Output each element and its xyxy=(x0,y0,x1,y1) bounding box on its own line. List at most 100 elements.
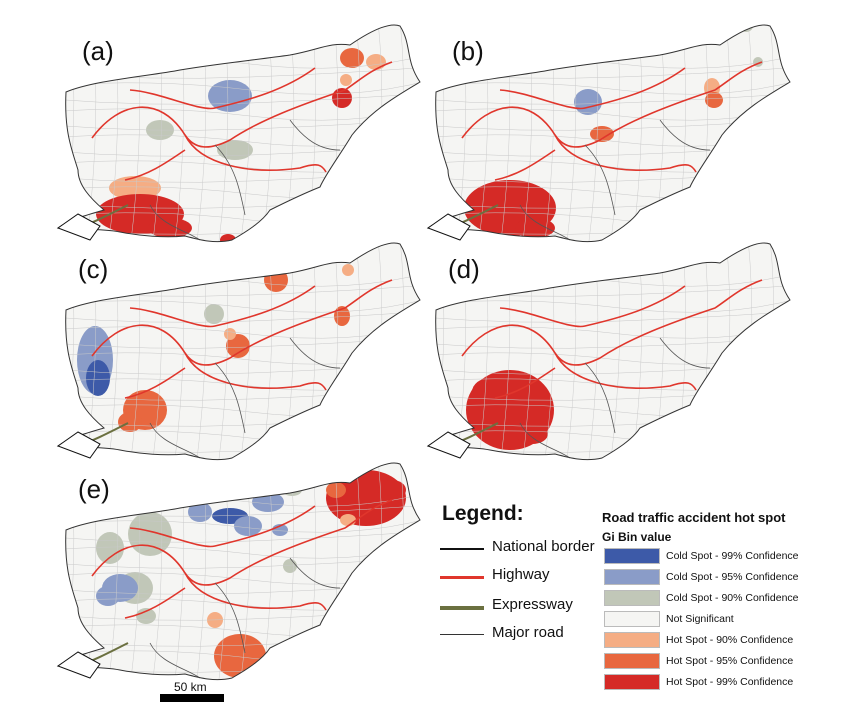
hotspot-area xyxy=(340,514,356,526)
legend-class-hot-99: Hot Spot - 99% Confidence xyxy=(604,674,844,692)
major-road-line xyxy=(659,119,711,151)
hot-95-label: Hot Spot - 95% Confidence xyxy=(666,655,794,667)
hotspot-area xyxy=(220,234,236,242)
highway-line xyxy=(124,149,186,181)
highway-line xyxy=(129,285,316,328)
hotspot-area xyxy=(340,48,364,68)
scale-bar-label: 50 km xyxy=(174,680,207,694)
major-road-line-icon xyxy=(440,634,484,635)
legend-major-road-label: Major road xyxy=(492,624,564,641)
hotspot-area xyxy=(472,378,508,406)
highway-line xyxy=(554,134,697,173)
cold-95-swatch xyxy=(604,569,660,585)
highway-line xyxy=(91,61,393,148)
highway-line xyxy=(129,505,316,548)
panel-label-e: (e) xyxy=(78,474,110,504)
hotspot-area xyxy=(516,424,548,444)
hotspot-area xyxy=(76,418,88,430)
highway-line xyxy=(554,352,697,391)
hot-99-swatch xyxy=(604,674,660,690)
legend-class-cold-90: Cold Spot - 90% Confidence xyxy=(604,590,844,608)
hotspot-area xyxy=(204,304,224,324)
not-significant-swatch xyxy=(604,611,660,627)
coastal-outline xyxy=(426,431,471,459)
hotspot-area xyxy=(326,482,346,498)
highway-line xyxy=(184,572,327,611)
cold-99-label: Cold Spot - 99% Confidence xyxy=(666,550,799,562)
coastal-outline xyxy=(426,213,471,241)
legend-class-hot-95: Hot Spot - 95% Confidence xyxy=(604,653,844,671)
highway-line xyxy=(91,279,393,366)
coastal-outline xyxy=(56,651,101,679)
highway-line xyxy=(499,67,686,110)
cold-90-swatch xyxy=(604,590,660,606)
highway-line xyxy=(494,367,556,399)
major-road-line xyxy=(519,204,571,241)
panel-label-b: (b) xyxy=(452,36,484,66)
legend-expressway: Expressway xyxy=(440,596,600,618)
hotspot-area xyxy=(234,516,262,536)
major-road-line xyxy=(214,582,246,654)
hot-99-label: Hot Spot - 99% Confidence xyxy=(666,676,794,688)
legend-national-border-label: National border xyxy=(492,538,595,555)
hotspot-area xyxy=(252,492,284,512)
cold-90-label: Cold Spot - 90% Confidence xyxy=(666,592,799,604)
panel-label-c: (c) xyxy=(78,254,109,284)
legend-class-not-significant: Not Significant xyxy=(604,611,844,629)
highway-line xyxy=(461,61,763,148)
highway-line xyxy=(124,587,186,619)
panel-label-d: (d) xyxy=(448,254,480,284)
hotspot-legend-subtitle: Gi Bin value xyxy=(602,530,672,544)
highway-line xyxy=(91,499,393,586)
hotspot-area xyxy=(378,480,406,500)
hotspot-area xyxy=(224,328,236,340)
major-road-line xyxy=(519,422,571,459)
scale-bar-rule xyxy=(160,694,224,702)
legend-class-cold-95: Cold Spot - 95% Confidence xyxy=(604,569,844,587)
hotspot-area xyxy=(148,218,192,238)
highway-line xyxy=(461,279,763,366)
major-road-line xyxy=(584,144,616,216)
highway-line xyxy=(499,285,686,328)
hotspot-area xyxy=(96,532,124,564)
highway-line xyxy=(494,149,556,181)
major-road-line xyxy=(214,144,246,216)
hotspot-legend-title: Road traffic accident hot spot xyxy=(602,510,786,525)
highway-line-icon xyxy=(440,576,484,579)
major-road-line xyxy=(289,337,341,369)
major-road-line xyxy=(289,119,341,151)
highway-line xyxy=(184,352,327,391)
hotspot-area xyxy=(86,360,110,396)
national-border-line-icon xyxy=(440,548,484,550)
hotspot-area xyxy=(283,559,297,573)
legend-title: Legend: xyxy=(442,502,524,525)
legend-class-cold-99: Cold Spot - 99% Confidence xyxy=(604,548,844,566)
legend-highway-label: Highway xyxy=(492,566,550,583)
not-significant-label: Not Significant xyxy=(666,613,734,625)
legend-expressway-label: Expressway xyxy=(492,596,573,613)
hotspot-area xyxy=(369,230,385,242)
expressway-line-icon xyxy=(440,606,484,610)
hotspot-area xyxy=(96,586,120,606)
legend-major-road: Major road xyxy=(440,624,600,646)
hotspot-area xyxy=(342,264,354,276)
hotspot-area xyxy=(118,412,142,432)
major-road-line xyxy=(149,642,201,679)
hotspot-area xyxy=(128,512,172,556)
hotspot-area xyxy=(366,54,386,70)
major-road-line xyxy=(584,362,616,434)
highway-line xyxy=(184,134,327,173)
hotspot-area xyxy=(340,74,352,86)
legend-class-hot-90: Hot Spot - 90% Confidence xyxy=(604,632,844,650)
panel-label-a: (a) xyxy=(82,36,114,66)
hot-95-swatch xyxy=(604,653,660,669)
major-road-line xyxy=(149,422,201,459)
hotspot-area xyxy=(264,268,288,292)
hotspot-area xyxy=(208,80,252,112)
hotspot-area xyxy=(226,334,250,358)
hotspot-area xyxy=(188,502,212,522)
coastal-outline xyxy=(56,431,101,459)
highway-line xyxy=(124,367,186,399)
legend-highway: Highway xyxy=(440,566,600,588)
